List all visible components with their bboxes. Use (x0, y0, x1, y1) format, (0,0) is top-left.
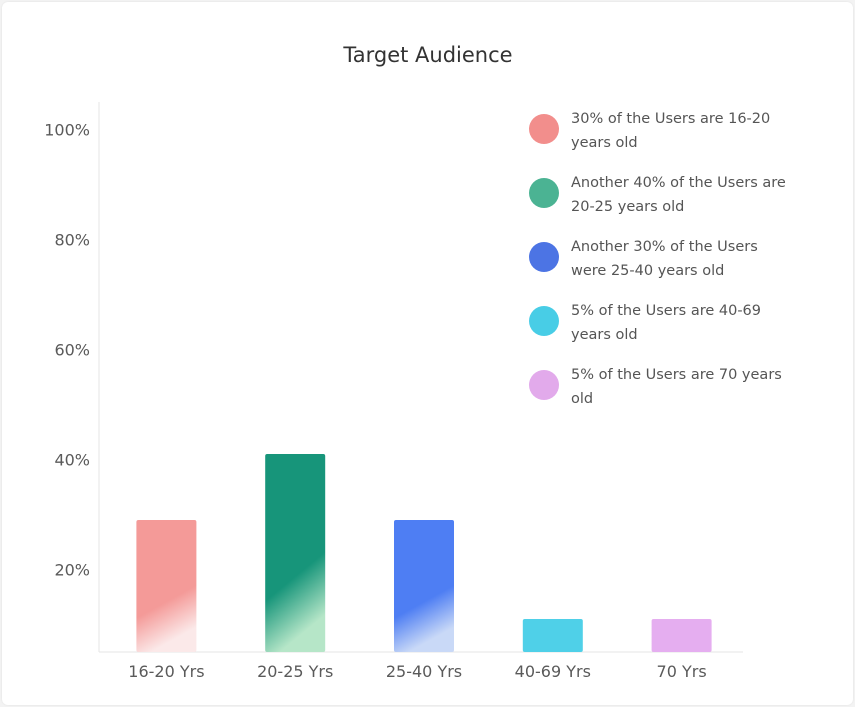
bar-16-20-yrs[interactable] (136, 520, 197, 652)
legend-label: years old (571, 327, 638, 343)
y-axis-ticks: 20% 40% 60% 80% 100% (44, 121, 90, 580)
legend-swatch (529, 306, 559, 336)
legend: 30% of the Users are 16-20 years old Anoth… (529, 111, 786, 407)
y-tick-label: 100% (44, 121, 90, 140)
legend-swatch (529, 242, 559, 272)
y-tick-label: 80% (54, 231, 90, 250)
bar-20-25-yrs[interactable] (265, 454, 326, 652)
legend-label: 5% of the Users are 40-69 (571, 303, 761, 319)
y-tick-label: 20% (54, 561, 90, 580)
legend-swatch (529, 370, 559, 400)
x-tick-label: 25-40 Yrs (386, 662, 462, 681)
legend-label: years old (571, 135, 638, 151)
bar-70-yrs[interactable] (651, 619, 712, 652)
bar-40-69-yrs[interactable] (522, 619, 583, 652)
legend-label: old (571, 391, 593, 407)
legend-swatch (529, 114, 559, 144)
legend-label: 20-25 years old (571, 199, 684, 215)
legend-label: were 25-40 years old (571, 263, 724, 279)
x-tick-label: 20-25 Yrs (257, 662, 333, 681)
x-axis-ticks: 16-20 Yrs 20-25 Yrs 25-40 Yrs 40-69 Yrs 70 Y… (128, 662, 706, 681)
bars (136, 454, 712, 652)
bar-25-40-yrs[interactable] (394, 520, 454, 652)
x-tick-label: 16-20 Yrs (128, 662, 204, 681)
y-tick-label: 40% (54, 451, 90, 470)
x-tick-label: 40-69 Yrs (515, 662, 591, 681)
legend-label: 5% of the Users are 70 years (571, 367, 782, 383)
y-tick-label: 60% (54, 341, 90, 360)
chart-title: Target Audience (342, 43, 512, 67)
legend-label: Another 40% of the Users are (571, 175, 786, 191)
legend-label: Another 30% of the Users (571, 239, 758, 255)
x-tick-label: 70 Yrs (657, 662, 707, 681)
legend-swatch (529, 178, 559, 208)
legend-label: 30% of the Users are 16-20 (571, 111, 770, 127)
